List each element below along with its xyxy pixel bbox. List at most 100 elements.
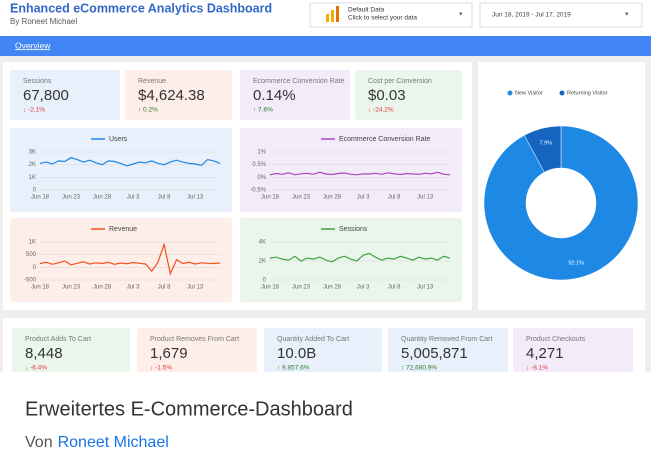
scorecard-value: 67,800: [23, 87, 69, 104]
legend-label: Returning Visitor: [567, 90, 608, 96]
scorecard: [137, 328, 257, 376]
legend-swatch: [559, 90, 565, 96]
scorecard-delta: ↑ 7.6%: [253, 107, 273, 114]
icon: [326, 14, 329, 22]
caption-card: [0, 372, 651, 463]
x-tick-label: Jun 28: [323, 285, 342, 291]
y-tick-label: 2K: [259, 259, 266, 265]
slice-label: 7.9%: [539, 140, 552, 146]
line-series: [269, 252, 451, 263]
chart-panel: [10, 218, 232, 302]
scorecard-value: 10.0B: [277, 345, 316, 362]
scorecard-label: Ecommerce Conversion Rate: [253, 78, 345, 85]
x-tick-label: Jun 23: [292, 285, 311, 291]
scorecard-value: 4,271: [526, 345, 564, 362]
caption-title: Erweitertes E-Commerce-Dashboard: [25, 398, 353, 420]
scorecard-value: $4,624.38: [138, 87, 205, 104]
scorecard: [355, 70, 462, 120]
scorecard-value: 0.14%: [253, 87, 296, 104]
y-tick-label: 0: [33, 265, 37, 271]
y-tick-label: 0.5%: [252, 162, 266, 168]
y-tick-label: 4K: [259, 240, 266, 246]
chart-panel: [240, 218, 462, 302]
x-tick-label: Jul 3: [357, 285, 370, 291]
caption-by: Von: [25, 434, 53, 451]
dropdown-arrow: ▾: [459, 11, 463, 18]
scorecard: [240, 70, 350, 120]
scorecard: [264, 328, 382, 376]
scorecard-label: Product Checkouts: [526, 336, 586, 343]
y-tick-label: 1%: [257, 150, 266, 156]
date-range: Jun 18, 2019 - Jul 17, 2019: [492, 12, 571, 19]
tab[interactable]: Overview: [15, 40, 51, 50]
legend-label: Sessions: [339, 226, 368, 233]
x-tick-label: Jun 28: [323, 195, 342, 201]
scorecard: [513, 328, 633, 376]
scorecard: [125, 70, 232, 120]
title: Enhanced eCommerce Analytics Dashboard: [10, 1, 272, 15]
scorecard-value: 1,679: [150, 345, 188, 362]
legend-label: Revenue: [109, 226, 137, 233]
pie-slice: [523, 125, 562, 173]
scorecard-label: Quantity Removed From Cart: [401, 336, 492, 343]
scorecard-label: Sessions: [23, 78, 52, 85]
y-tick-label: 1K: [29, 175, 36, 181]
scorecard-delta: ↓ -1.5%: [150, 365, 172, 372]
x-tick-label: Jul 13: [417, 285, 434, 291]
x-tick-label: Jun 18: [31, 285, 50, 291]
line-series: [269, 171, 451, 176]
x-tick-label: Jun 23: [292, 195, 311, 201]
x-tick-label: Jun 28: [93, 285, 112, 291]
icon: [331, 10, 334, 22]
x-tick-label: Jul 3: [357, 195, 370, 201]
x-tick-label: Jun 18: [261, 285, 280, 291]
caption-author[interactable]: Roneet Michael: [58, 434, 169, 451]
y-tick-label: 3K: [29, 150, 36, 156]
x-tick-label: Jul 3: [127, 195, 140, 201]
x-tick-label: Jun 23: [62, 195, 81, 201]
y-tick-label: -500: [24, 278, 37, 284]
date-picker[interactable]: [479, 2, 643, 28]
scorecard-delta: ↓ -6.4%: [25, 365, 47, 372]
selector-label: Default Data: [348, 7, 385, 14]
pie-slice: [483, 125, 639, 281]
scorecard-label: Quantity Added To Cart: [277, 336, 349, 343]
selector-hint: Click to select your data: [348, 15, 417, 22]
scorecard-label: Product Adds To Cart: [25, 336, 91, 343]
nav-bar: [0, 36, 651, 56]
x-tick-label: Jul 8: [388, 195, 401, 201]
y-tick-label: 0: [33, 188, 37, 194]
chart-panel: [240, 128, 462, 212]
y-tick-label: 0%: [257, 175, 266, 181]
scorecard-delta: ↓ -2.1%: [23, 107, 45, 114]
legend-swatch: [507, 90, 513, 96]
x-tick-label: Jun 18: [261, 195, 280, 201]
scorecard-value: 5,005,871: [401, 345, 468, 362]
legend-label: Users: [109, 136, 128, 143]
scorecard-label: Cost per Conversion: [368, 78, 432, 85]
x-tick-label: Jun 23: [62, 285, 81, 291]
scorecard-label: Product Removes From Cart: [150, 336, 239, 343]
x-tick-label: Jul 8: [158, 195, 171, 201]
y-tick-label: 1K: [29, 240, 36, 246]
scorecard-delta: ↑ 9,857.6%: [277, 365, 310, 372]
scorecard-delta: ↑ 72,680.9%: [401, 365, 437, 372]
x-tick-label: Jun 28: [93, 195, 112, 201]
chart-panel: [10, 128, 232, 212]
line-series: [39, 242, 221, 276]
x-tick-label: Jul 13: [187, 195, 204, 201]
x-tick-label: Jul 8: [388, 285, 401, 291]
legend-label: Ecommerce Conversion Rate: [339, 136, 431, 143]
scorecard-label: Revenue: [138, 78, 166, 85]
legend-label: New Visitor: [515, 90, 543, 96]
x-tick-label: Jul 13: [187, 285, 204, 291]
dropdown-arrow: ▾: [625, 11, 629, 18]
line-series: [39, 157, 221, 167]
x-tick-label: Jul 3: [127, 285, 140, 291]
y-tick-label: -0.5%: [250, 188, 266, 194]
x-tick-label: Jul 8: [158, 285, 171, 291]
scorecard: [10, 70, 120, 120]
scorecard-value: $0.03: [368, 87, 406, 104]
scorecard-delta: ↑ 0.2%: [138, 107, 158, 114]
